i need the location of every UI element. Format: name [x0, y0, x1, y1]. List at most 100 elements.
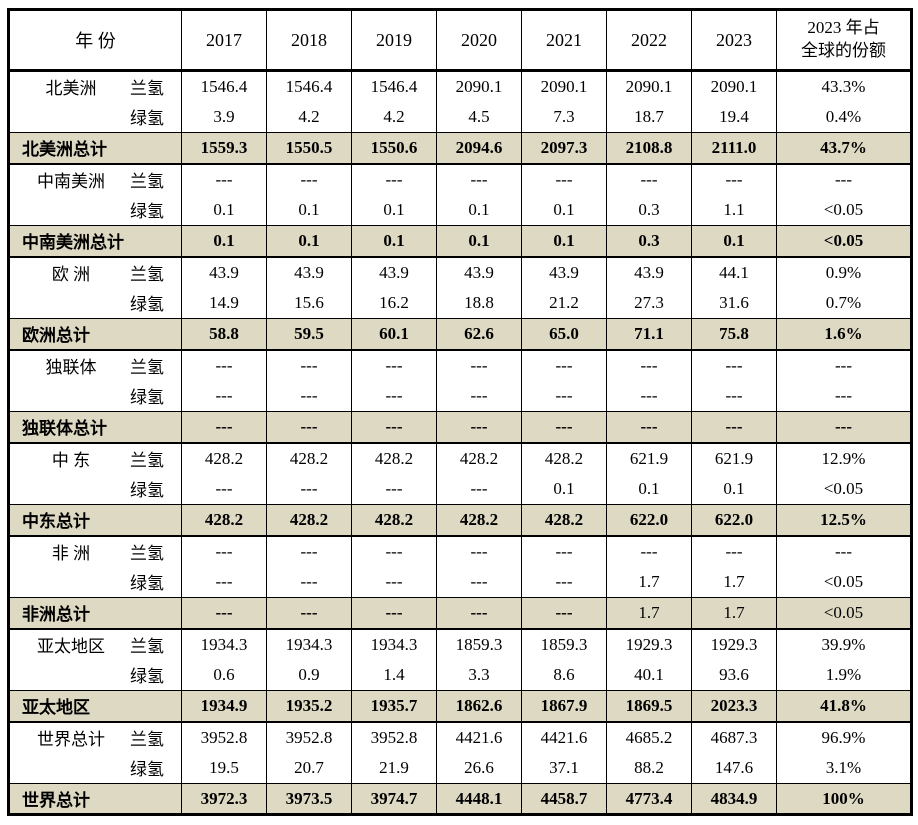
green-hydrogen-label: 绿氢 — [130, 202, 164, 222]
value-cell: 147.6 — [691, 752, 777, 784]
total-value-cell: 1.7 — [691, 597, 777, 630]
value-cell: 1546.4 — [181, 70, 267, 102]
total-value-cell: 71.1 — [606, 318, 692, 351]
middle-east-total-row: 中东总计 428.2 428.2 428.2 428.2 428.2 622.0… — [8, 504, 912, 537]
total-value-cell: 0.1 — [181, 225, 267, 258]
total-value-cell: 0.1 — [351, 225, 437, 258]
value-cell: 1546.4 — [266, 70, 352, 102]
value-cell: --- — [521, 163, 607, 195]
total-value-cell: 0.1 — [521, 225, 607, 258]
total-value-cell: 58.8 — [181, 318, 267, 351]
total-value-cell: 1862.6 — [436, 690, 522, 723]
total-label-cell: 中东总计 — [8, 504, 182, 537]
total-value-cell: 1867.9 — [521, 690, 607, 723]
total-value-cell: --- — [436, 411, 522, 444]
value-cell: 621.9 — [691, 442, 777, 474]
blue-hydrogen-label: 兰氢 — [130, 172, 164, 191]
green-hydrogen-label: 绿氢 — [130, 574, 164, 594]
total-value-cell: --- — [606, 411, 692, 444]
cis-total-row: 独联体总计 --- --- --- --- --- --- --- --- — [8, 411, 912, 444]
value-cell: 21.9 — [351, 752, 437, 784]
north-america-total-row: 北美洲总计 1559.3 1550.5 1550.6 2094.6 2097.3… — [8, 132, 912, 165]
value-cell: 43.9 — [266, 256, 352, 288]
value-cell: 4421.6 — [436, 721, 522, 753]
total-value-cell: 428.2 — [181, 504, 267, 537]
value-cell: 0.1 — [691, 473, 777, 505]
header-year-2018: 2018 — [266, 9, 352, 72]
value-cell: --- — [436, 535, 522, 567]
value-cell: 43.9 — [521, 256, 607, 288]
value-cell: 2090.1 — [436, 70, 522, 102]
asia-pacific-blue-row: 亚太地区 兰氢 1934.3 1934.3 1934.3 1859.3 1859.… — [9, 628, 912, 660]
north-america-green-row: 绿氢 3.9 4.2 4.2 4.5 7.3 18.7 19.4 0.4% — [9, 101, 912, 133]
header-row: 年 份 2017 2018 2019 2020 2021 2022 2023 2… — [8, 9, 912, 72]
total-label-cell: 中南美洲总计 — [8, 225, 182, 258]
value-cell: --- — [351, 566, 437, 598]
total-share-cell: 43.7% — [776, 132, 912, 165]
value-cell: 2090.1 — [521, 70, 607, 102]
value-cell: 0.1 — [436, 194, 522, 226]
value-cell: 43.9 — [606, 256, 692, 288]
value-cell: 37.1 — [521, 752, 607, 784]
value-cell: 4421.6 — [521, 721, 607, 753]
share-cell: 1.9% — [776, 659, 912, 691]
value-cell: 1929.3 — [691, 628, 777, 660]
value-cell: 3952.8 — [351, 721, 437, 753]
value-cell: 18.8 — [436, 287, 522, 319]
share-cell: 96.9% — [776, 721, 912, 753]
value-cell: --- — [351, 473, 437, 505]
total-value-cell: 428.2 — [521, 504, 607, 537]
cis-blue-row: 独联体 兰氢 --- --- --- --- --- --- --- --- — [9, 349, 912, 381]
share-cell: 3.1% — [776, 752, 912, 784]
region-label: 独联体 — [45, 358, 97, 377]
total-value-cell: --- — [436, 597, 522, 630]
value-cell: 428.2 — [181, 442, 267, 474]
value-cell: --- — [521, 349, 607, 381]
value-cell: 18.7 — [606, 101, 692, 133]
total-value-cell: 60.1 — [351, 318, 437, 351]
green-hydrogen-label: 绿氢 — [130, 295, 164, 315]
total-value-cell: 1550.6 — [351, 132, 437, 165]
region-type-cell: 中南美洲 兰氢 — [9, 164, 182, 195]
world-green-row: 绿氢 19.5 20.7 21.9 26.6 37.1 88.2 147.6 3… — [9, 752, 912, 784]
header-year-label: 年 份 — [8, 9, 182, 72]
value-cell: --- — [436, 349, 522, 381]
value-cell: --- — [351, 349, 437, 381]
value-cell: 0.3 — [606, 194, 692, 226]
value-cell: 19.5 — [181, 752, 267, 784]
region-type-cell: 北美洲 兰氢 — [9, 71, 182, 102]
total-value-cell: 4458.7 — [521, 783, 607, 816]
total-value-cell: 62.6 — [436, 318, 522, 351]
total-value-cell: 0.3 — [606, 225, 692, 258]
region-type-cell: 独联体 兰氢 — [9, 350, 182, 381]
share-cell: --- — [776, 349, 912, 381]
header-share-label: 2023 年占 全球的份额 — [776, 9, 912, 72]
region-type-cell: 世界总计 兰氢 — [9, 722, 182, 753]
region-label: 北美洲 — [45, 79, 97, 99]
value-cell: 26.6 — [436, 752, 522, 784]
africa-green-row: 绿氢 --- --- --- --- --- 1.7 1.7 <0.05 — [9, 566, 912, 598]
value-cell: --- — [351, 163, 437, 195]
region-type-cell: 绿氢 — [9, 288, 182, 319]
blue-hydrogen-label: 兰氢 — [130, 79, 164, 99]
value-cell: 0.6 — [181, 659, 267, 691]
value-cell: 1546.4 — [351, 70, 437, 102]
value-cell: 44.1 — [691, 256, 777, 288]
value-cell: 4685.2 — [606, 721, 692, 753]
total-value-cell: 1559.3 — [181, 132, 267, 165]
total-value-cell: 622.0 — [691, 504, 777, 537]
region-type-cell: 绿氢 — [9, 102, 182, 133]
region-label: 欧 洲 — [51, 265, 91, 284]
value-cell: 93.6 — [691, 659, 777, 691]
europe-blue-row: 欧 洲 兰氢 43.9 43.9 43.9 43.9 43.9 43.9 44.1… — [9, 256, 912, 288]
header-share-line2: 全球的份额 — [801, 41, 886, 60]
share-cell: --- — [776, 163, 912, 195]
total-value-cell: 1934.9 — [181, 690, 267, 723]
total-value-cell: 75.8 — [691, 318, 777, 351]
europe-total-row: 欧洲总计 58.8 59.5 60.1 62.6 65.0 71.1 75.8 … — [8, 318, 912, 351]
value-cell: 7.3 — [521, 101, 607, 133]
total-value-cell: 0.1 — [691, 225, 777, 258]
central-south-america-green-row: 绿氢 0.1 0.1 0.1 0.1 0.1 0.3 1.1 <0.05 — [9, 194, 912, 226]
value-cell: 428.2 — [436, 442, 522, 474]
share-cell: 0.7% — [776, 287, 912, 319]
